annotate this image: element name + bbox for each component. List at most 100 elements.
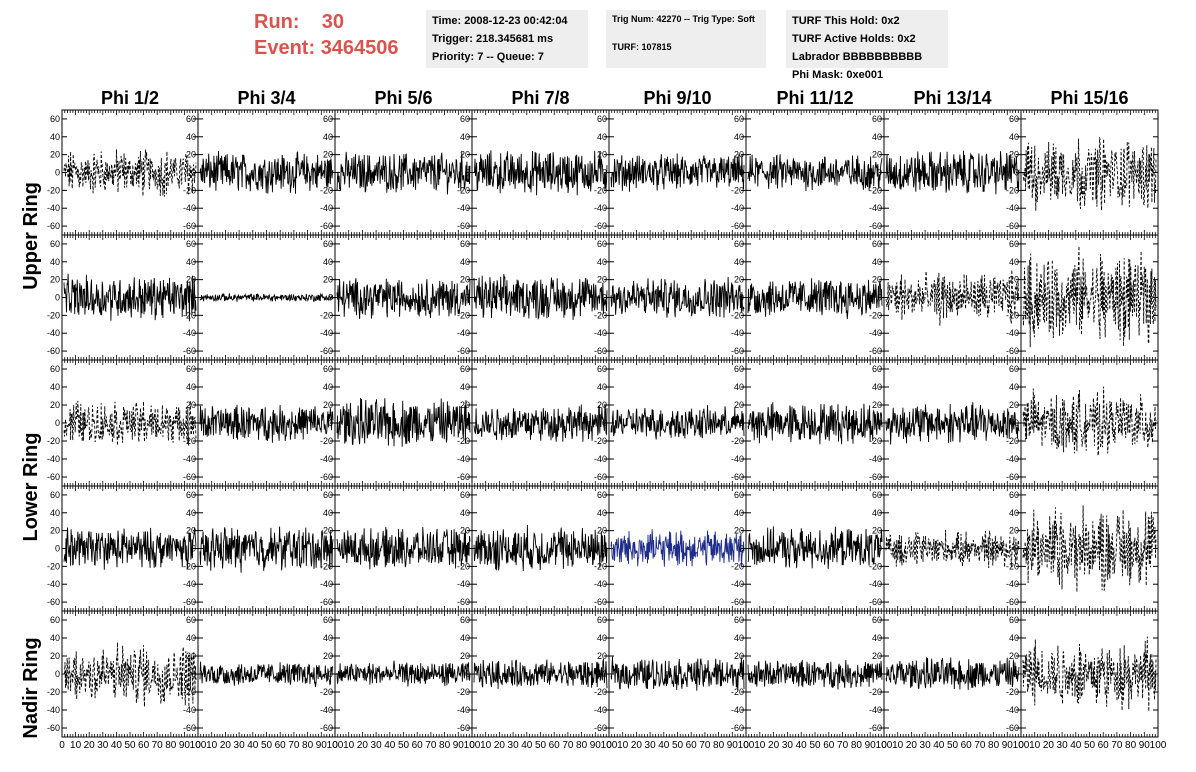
y-tick-label: -60 — [320, 472, 333, 482]
y-tick-label: 20 — [1009, 400, 1019, 410]
y-tick-label: 0 — [739, 544, 744, 554]
waveform-trace — [747, 526, 883, 569]
y-tick-label: 20 — [186, 275, 196, 285]
trig-info-box: Trig Num: 42270 -- Trig Type: Soft TURF:… — [606, 10, 766, 68]
y-tick-label: -20 — [869, 436, 882, 446]
waveform-trace — [63, 273, 197, 322]
y-tick-label: 40 — [186, 633, 196, 643]
waveform-trace — [336, 151, 471, 195]
y-tick-label: 0 — [465, 293, 470, 303]
y-tick-label: -60 — [731, 597, 744, 607]
y-tick-label: 40 — [323, 257, 333, 267]
y-tick-label: -20 — [731, 561, 744, 571]
y-tick-label: -40 — [731, 328, 744, 338]
y-tick-label: 20 — [186, 651, 196, 661]
y-tick-label: -20 — [320, 436, 333, 446]
y-tick-label: -60 — [183, 346, 196, 356]
y-tick-label: 0 — [465, 544, 470, 554]
y-tick-label: 0 — [877, 418, 882, 428]
y-tick-label: -40 — [320, 454, 333, 464]
y-tick-label: 20 — [323, 526, 333, 536]
time-info-box: Time: 2008-12-23 00:42:04 Trigger: 218.3… — [426, 10, 588, 68]
y-tick-label: -20 — [457, 561, 470, 571]
y-tick-label: 0 — [55, 293, 60, 303]
y-tick-label: -60 — [1006, 597, 1019, 607]
y-tick-label: -20 — [47, 436, 60, 446]
waveform-trace — [885, 150, 1020, 195]
y-tick-label: -40 — [594, 203, 607, 213]
y-tick-label: -20 — [1006, 436, 1019, 446]
y-tick-label: 40 — [734, 633, 744, 643]
y-tick-label: 0 — [1014, 418, 1019, 428]
y-tick-label: -40 — [869, 579, 882, 589]
y-tick-label: 0 — [877, 293, 882, 303]
phi-header-5: Phi 9/10 — [643, 88, 712, 108]
y-tick-label: 20 — [186, 400, 196, 410]
y-tick-label: 60 — [734, 490, 744, 500]
y-tick-label: 0 — [739, 293, 744, 303]
turf-line: TURF: 107815 — [612, 42, 672, 52]
y-tick-label: 40 — [597, 382, 607, 392]
y-tick-label: 60 — [460, 114, 470, 124]
y-tick-label: 0 — [1014, 293, 1019, 303]
waveform-trace — [747, 659, 883, 690]
y-tick-label: -60 — [457, 597, 470, 607]
y-tick-label: 60 — [186, 114, 196, 124]
y-tick-label: 60 — [323, 615, 333, 625]
waveform-trace — [473, 658, 608, 689]
y-tick-label: -40 — [869, 203, 882, 213]
y-tick-label: -40 — [731, 579, 744, 589]
y-tick-label: -20 — [183, 561, 196, 571]
y-tick-label: -20 — [594, 561, 607, 571]
y-tick-label: 40 — [50, 257, 60, 267]
y-tick-label: -20 — [869, 310, 882, 320]
y-tick-label: 40 — [1009, 633, 1019, 643]
y-tick-label: -40 — [869, 454, 882, 464]
y-tick-label: 0 — [739, 168, 744, 178]
trig-num-line: Trig Num: 42270 -- Trig Type: Soft — [612, 14, 755, 24]
y-tick-label: 60 — [460, 364, 470, 374]
y-tick-label: 40 — [872, 633, 882, 643]
y-tick-label: -60 — [320, 346, 333, 356]
y-tick-label: 60 — [1009, 490, 1019, 500]
y-tick-label: 40 — [1009, 132, 1019, 142]
y-tick-label: 60 — [50, 239, 60, 249]
y-tick-label: 60 — [734, 364, 744, 374]
y-tick-label: -60 — [457, 346, 470, 356]
y-tick-label: -40 — [320, 203, 333, 213]
y-tick-label: 20 — [597, 400, 607, 410]
y-tick-label: 20 — [50, 400, 60, 410]
y-tick-label: -60 — [47, 723, 60, 733]
y-tick-label: 40 — [323, 132, 333, 142]
y-tick-label: 20 — [597, 275, 607, 285]
y-tick-label: 40 — [186, 508, 196, 518]
waveform-trace — [1022, 505, 1157, 593]
y-tick-label: 60 — [1009, 239, 1019, 249]
waveform-trace — [63, 527, 197, 570]
y-tick-label: 0 — [602, 293, 607, 303]
y-tick-label: 60 — [597, 239, 607, 249]
y-tick-label: 20 — [50, 651, 60, 661]
y-tick-label: -20 — [47, 310, 60, 320]
waveform-trace — [610, 656, 745, 691]
y-tick-label: 60 — [597, 490, 607, 500]
y-tick-label: 20 — [734, 400, 744, 410]
y-tick-label: 0 — [602, 168, 607, 178]
waveform-trace — [885, 269, 1020, 326]
waveform-trace — [885, 657, 1020, 690]
y-tick-label: 0 — [602, 544, 607, 554]
y-tick-label: 0 — [191, 544, 196, 554]
y-tick-label: 40 — [460, 257, 470, 267]
y-tick-label: -40 — [183, 328, 196, 338]
y-tick-label: 0 — [877, 168, 882, 178]
y-tick-label: -20 — [47, 561, 60, 571]
y-tick-label: -40 — [457, 328, 470, 338]
y-tick-label: 60 — [460, 615, 470, 625]
phi-header-7: Phi 13/14 — [913, 88, 992, 108]
y-tick-label: 40 — [597, 633, 607, 643]
y-tick-label: -40 — [869, 328, 882, 338]
waveform-trace — [885, 402, 1020, 445]
y-tick-label: 60 — [50, 490, 60, 500]
y-tick-label: -40 — [183, 579, 196, 589]
